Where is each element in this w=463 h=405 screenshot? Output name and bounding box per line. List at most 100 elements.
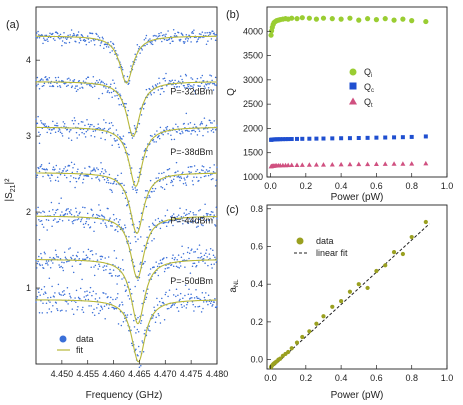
data-point	[117, 293, 119, 295]
data-point	[49, 32, 51, 35]
data-point	[113, 250, 116, 252]
data-point	[201, 31, 204, 33]
data-point	[216, 305, 218, 308]
data-point	[147, 196, 149, 199]
data-point	[130, 65, 132, 67]
data-point	[208, 31, 211, 34]
panel-b-x-axis-label: Power (pW)	[331, 192, 384, 203]
data-point	[107, 128, 110, 130]
data-point	[84, 298, 87, 301]
data-point	[76, 171, 78, 173]
data-point	[86, 212, 89, 215]
data-point	[191, 165, 193, 168]
data-point	[70, 209, 72, 211]
data-point	[59, 129, 61, 131]
data-point	[202, 307, 204, 310]
qt-point	[294, 162, 300, 167]
data-point	[188, 130, 190, 132]
data-point	[213, 164, 215, 166]
data-point	[194, 93, 197, 95]
data-point	[182, 252, 185, 255]
data-point	[133, 180, 136, 183]
qi-point	[320, 15, 327, 21]
data-point	[96, 259, 99, 261]
data-point	[103, 265, 106, 267]
qi-point	[289, 15, 295, 21]
data-point	[81, 172, 83, 174]
data-point	[207, 213, 209, 215]
data-point	[91, 250, 93, 252]
qc-point	[278, 137, 283, 142]
data-point	[117, 143, 120, 146]
data-point	[214, 297, 216, 300]
data-point	[193, 123, 196, 126]
data-point	[101, 215, 104, 217]
data-point	[110, 272, 112, 275]
data-point	[182, 182, 185, 185]
data-point	[158, 300, 161, 303]
data-point	[70, 213, 73, 216]
data-point	[173, 138, 176, 141]
data-point	[63, 31, 65, 34]
data-point	[114, 307, 116, 309]
data-point	[174, 257, 176, 259]
data-point	[191, 221, 193, 223]
y-tick-label: 3000	[243, 75, 263, 85]
data-point	[195, 288, 197, 291]
data-point	[69, 247, 71, 249]
data-point	[128, 329, 130, 332]
data-point	[205, 300, 208, 303]
data-point	[91, 32, 94, 35]
data-point	[98, 178, 100, 180]
data-point	[45, 218, 48, 221]
data-point	[208, 300, 211, 303]
panel-c-label: (c)	[226, 204, 239, 216]
data-point	[65, 42, 67, 44]
data-point	[156, 304, 159, 306]
data-point	[137, 331, 140, 333]
data-point	[36, 122, 39, 125]
data-point	[57, 256, 60, 258]
y-tick-label: 2500	[243, 99, 263, 109]
data-point	[210, 130, 213, 132]
data-point	[202, 128, 205, 130]
data-point	[133, 319, 135, 322]
data-point	[184, 182, 187, 184]
data-point	[195, 296, 198, 298]
data-point	[192, 262, 194, 265]
data-point	[145, 88, 148, 91]
data-point	[153, 306, 155, 309]
data-point	[190, 77, 192, 79]
data-point	[196, 221, 199, 224]
data-point	[43, 124, 46, 127]
data-point	[210, 75, 213, 77]
data-point	[50, 201, 53, 204]
data-point	[118, 104, 120, 106]
data-point	[103, 215, 105, 218]
data-point	[48, 77, 51, 79]
data-point	[85, 220, 88, 223]
data-point	[38, 255, 40, 258]
data-point	[112, 269, 115, 271]
data-point	[67, 34, 69, 37]
data-point	[143, 244, 146, 247]
data-point	[204, 32, 206, 34]
data-point	[113, 180, 116, 183]
data-point	[185, 74, 188, 77]
data-point	[89, 250, 92, 252]
data-point	[65, 170, 67, 172]
data-point	[36, 76, 39, 79]
panel-a-power-labels: P=-32dBm P=-38dBm P=-44dBm P=-50dBm	[170, 86, 213, 286]
data-point	[113, 47, 116, 49]
data-point	[93, 230, 95, 232]
data-point	[168, 38, 171, 40]
qc-point	[365, 135, 370, 140]
data-point	[77, 122, 80, 125]
data-point	[75, 131, 78, 134]
data-point	[210, 263, 213, 266]
data-point	[118, 223, 120, 226]
panel-b-x-ticks: 0.0 0.2 0.4 0.6 0.8 1.0	[264, 173, 453, 191]
data-point	[38, 311, 41, 314]
data-point	[170, 138, 173, 141]
data-point	[183, 212, 185, 214]
